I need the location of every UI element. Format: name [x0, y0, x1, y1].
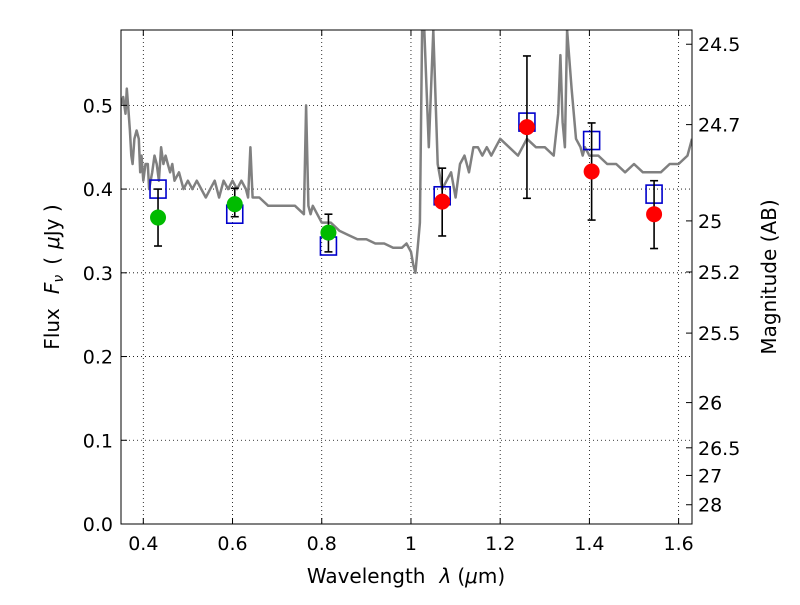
observed-point-red — [518, 119, 535, 136]
right-tick-label: 24.5 — [698, 34, 740, 56]
right-tick-label: 24.7 — [698, 115, 740, 137]
template-spectrum-layer — [121, 30, 692, 275]
observed-point-red — [583, 163, 600, 180]
template-spectrum-line — [121, 30, 692, 275]
y-tick-label: 0.5 — [83, 95, 113, 117]
x-axis-label-prefix: Wavelength — [307, 564, 426, 588]
y-tick-label: 0.3 — [83, 263, 113, 285]
observed-point-green — [320, 224, 337, 241]
ticks-layer: 0.4 0.6 0.8 1 1.2 1.4 1.6 0.0 0.1 0.2 0.3 0.4 0.5 24.… — [83, 30, 740, 555]
y-axis-label-right: Magnitude (AB) — [757, 199, 781, 354]
y-tick-label: 0.2 — [83, 347, 113, 369]
y-axis-label-subscript: ν — [51, 275, 67, 283]
y-axis-label-mu: μ — [40, 236, 64, 250]
y-axis-label-left: Flux Fν ( μJy ) — [40, 204, 67, 349]
x-axis-label-units-open: ( — [457, 564, 465, 588]
right-tick-label: 28 — [698, 495, 722, 517]
x-tick-label: 1.4 — [574, 533, 604, 555]
x-axis-label-mu: μ — [464, 564, 478, 588]
plot-background — [121, 30, 692, 524]
right-tick-label: 26.5 — [698, 438, 740, 460]
x-tick-label: 1.6 — [664, 533, 694, 555]
y-tick-label: 0.0 — [83, 514, 113, 536]
x-tick-label: 0.4 — [128, 533, 158, 555]
x-axis-label: Wavelength λ (μm) — [307, 564, 505, 588]
y-tick-label: 0.4 — [83, 179, 113, 201]
observed-point-red — [434, 193, 451, 210]
observed-points-layer — [150, 119, 663, 241]
right-tick-label: 27 — [698, 465, 722, 487]
observed-point-green — [150, 209, 167, 226]
right-tick-label: 25 — [698, 211, 722, 233]
right-tick-label: 25.5 — [698, 323, 740, 345]
observed-point-green — [226, 196, 243, 213]
y-axis-label-units-open: ( — [40, 257, 64, 265]
observed-point-red — [646, 206, 663, 223]
y-tick-label: 0.1 — [83, 430, 113, 452]
x-tick-label: 0.8 — [307, 533, 337, 555]
x-tick-label: 0.6 — [217, 533, 247, 555]
x-axis-label-symbol: λ — [438, 564, 451, 588]
x-tick-label: 1.2 — [485, 533, 515, 555]
x-tick-label: 1 — [405, 533, 417, 555]
y-axis-label-units-close: Jy ) — [40, 204, 64, 238]
right-tick-label: 26 — [698, 393, 722, 415]
y-axis-label-prefix: Flux — [40, 308, 64, 350]
plot-frame — [120, 29, 693, 525]
y-axis-label-symbol: F — [40, 282, 64, 294]
x-axis-label-units-close: m) — [478, 564, 505, 588]
right-tick-label: 25.2 — [698, 262, 740, 284]
